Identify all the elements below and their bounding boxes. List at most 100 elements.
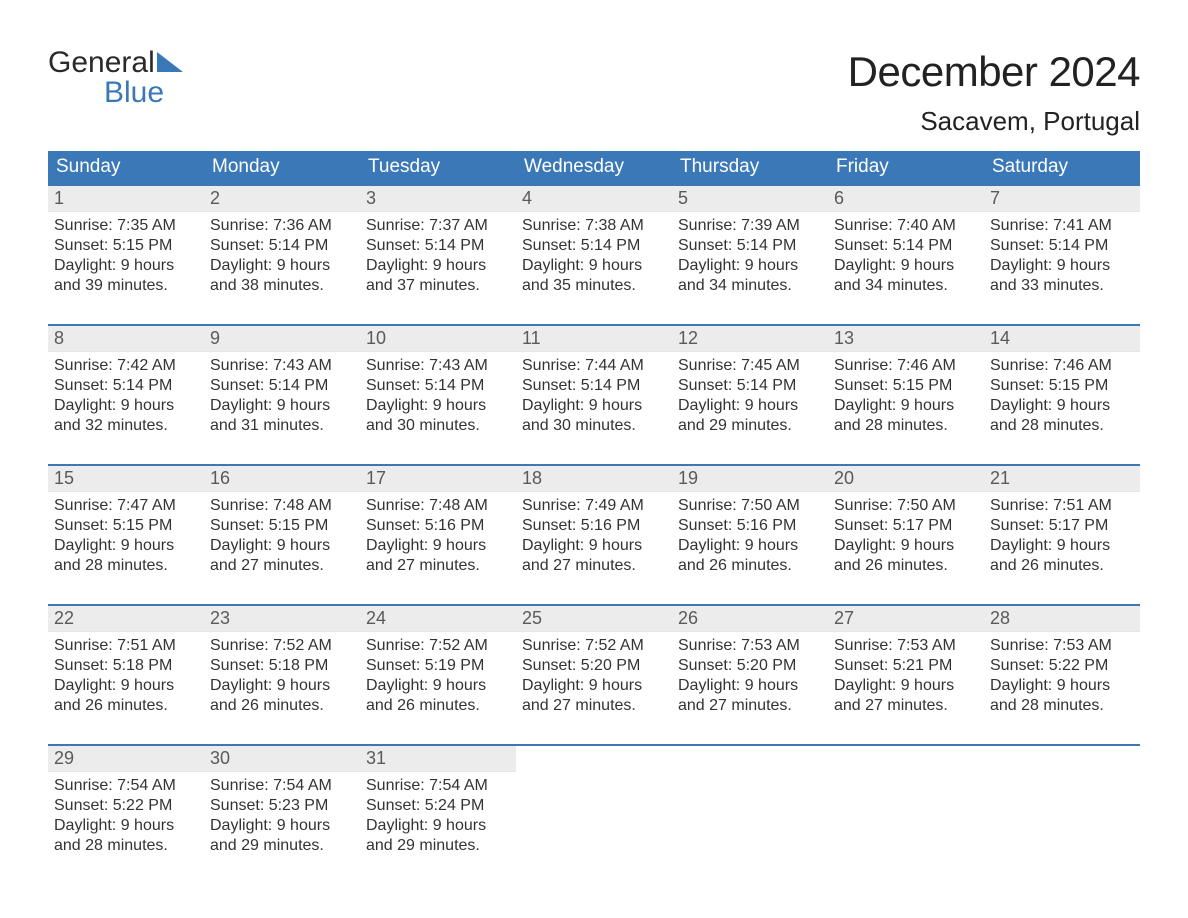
day-number: 3 [360, 186, 516, 212]
day-daylight1: Daylight: 9 hours [210, 536, 354, 556]
day-daylight1: Daylight: 9 hours [210, 396, 354, 416]
day-sunset: Sunset: 5:16 PM [366, 516, 510, 536]
day-number: 26 [672, 606, 828, 632]
day-sunrise: Sunrise: 7:51 AM [990, 496, 1134, 516]
day-sunset: Sunset: 5:14 PM [834, 236, 978, 256]
day-sunrise: Sunrise: 7:52 AM [210, 636, 354, 656]
day-cell [984, 746, 1140, 862]
day-cell: 31Sunrise: 7:54 AMSunset: 5:24 PMDayligh… [360, 746, 516, 862]
day-daylight1: Daylight: 9 hours [678, 396, 822, 416]
weekday-wednesday: Wednesday [516, 151, 672, 184]
day-cell: 9Sunrise: 7:43 AMSunset: 5:14 PMDaylight… [204, 326, 360, 442]
day-sunset: Sunset: 5:14 PM [522, 376, 666, 396]
day-daylight2: and 27 minutes. [834, 696, 978, 716]
day-number: 14 [984, 326, 1140, 352]
day-sunset: Sunset: 5:16 PM [522, 516, 666, 536]
day-sunrise: Sunrise: 7:51 AM [54, 636, 198, 656]
day-number: 19 [672, 466, 828, 492]
day-sunrise: Sunrise: 7:52 AM [522, 636, 666, 656]
logo-word-1: General [48, 48, 155, 78]
day-sunset: Sunset: 5:15 PM [834, 376, 978, 396]
day-body: Sunrise: 7:52 AMSunset: 5:19 PMDaylight:… [360, 632, 516, 722]
day-sunrise: Sunrise: 7:53 AM [990, 636, 1134, 656]
day-number: 9 [204, 326, 360, 352]
day-cell: 11Sunrise: 7:44 AMSunset: 5:14 PMDayligh… [516, 326, 672, 442]
day-number: 16 [204, 466, 360, 492]
day-sunset: Sunset: 5:14 PM [366, 376, 510, 396]
day-number: 4 [516, 186, 672, 212]
day-sunset: Sunset: 5:14 PM [522, 236, 666, 256]
day-sunset: Sunset: 5:15 PM [990, 376, 1134, 396]
day-daylight1: Daylight: 9 hours [990, 256, 1134, 276]
day-daylight1: Daylight: 9 hours [54, 676, 198, 696]
day-daylight1: Daylight: 9 hours [54, 536, 198, 556]
day-body: Sunrise: 7:40 AMSunset: 5:14 PMDaylight:… [828, 212, 984, 302]
day-cell: 26Sunrise: 7:53 AMSunset: 5:20 PMDayligh… [672, 606, 828, 722]
weekday-friday: Friday [828, 151, 984, 184]
day-cell: 12Sunrise: 7:45 AMSunset: 5:14 PMDayligh… [672, 326, 828, 442]
day-cell: 4Sunrise: 7:38 AMSunset: 5:14 PMDaylight… [516, 186, 672, 302]
day-number: 2 [204, 186, 360, 212]
day-body: Sunrise: 7:45 AMSunset: 5:14 PMDaylight:… [672, 352, 828, 442]
day-sunrise: Sunrise: 7:48 AM [366, 496, 510, 516]
day-number: 28 [984, 606, 1140, 632]
day-daylight2: and 29 minutes. [210, 836, 354, 856]
day-sunrise: Sunrise: 7:50 AM [834, 496, 978, 516]
day-daylight2: and 26 minutes. [366, 696, 510, 716]
day-body: Sunrise: 7:53 AMSunset: 5:20 PMDaylight:… [672, 632, 828, 722]
day-body: Sunrise: 7:48 AMSunset: 5:16 PMDaylight:… [360, 492, 516, 582]
day-number: 30 [204, 746, 360, 772]
location-label: Sacavem, Portugal [848, 106, 1140, 137]
day-daylight2: and 29 minutes. [366, 836, 510, 856]
day-daylight1: Daylight: 9 hours [522, 536, 666, 556]
day-daylight2: and 39 minutes. [54, 276, 198, 296]
day-daylight1: Daylight: 9 hours [210, 816, 354, 836]
weekday-monday: Monday [204, 151, 360, 184]
day-body: Sunrise: 7:52 AMSunset: 5:20 PMDaylight:… [516, 632, 672, 722]
day-body: Sunrise: 7:52 AMSunset: 5:18 PMDaylight:… [204, 632, 360, 722]
day-cell: 5Sunrise: 7:39 AMSunset: 5:14 PMDaylight… [672, 186, 828, 302]
month-title: December 2024 [848, 48, 1140, 96]
day-cell [828, 746, 984, 862]
day-sunrise: Sunrise: 7:44 AM [522, 356, 666, 376]
day-cell: 14Sunrise: 7:46 AMSunset: 5:15 PMDayligh… [984, 326, 1140, 442]
day-daylight2: and 38 minutes. [210, 276, 354, 296]
day-daylight1: Daylight: 9 hours [54, 256, 198, 276]
day-number: 11 [516, 326, 672, 352]
day-daylight2: and 37 minutes. [366, 276, 510, 296]
day-sunset: Sunset: 5:22 PM [990, 656, 1134, 676]
day-cell: 29Sunrise: 7:54 AMSunset: 5:22 PMDayligh… [48, 746, 204, 862]
day-body: Sunrise: 7:53 AMSunset: 5:22 PMDaylight:… [984, 632, 1140, 722]
day-sunset: Sunset: 5:18 PM [54, 656, 198, 676]
calendar: Sunday Monday Tuesday Wednesday Thursday… [48, 151, 1140, 862]
day-number: 5 [672, 186, 828, 212]
day-sunrise: Sunrise: 7:43 AM [366, 356, 510, 376]
day-cell: 19Sunrise: 7:50 AMSunset: 5:16 PMDayligh… [672, 466, 828, 582]
day-daylight2: and 28 minutes. [990, 416, 1134, 436]
day-daylight1: Daylight: 9 hours [54, 816, 198, 836]
day-daylight2: and 27 minutes. [210, 556, 354, 576]
day-body: Sunrise: 7:44 AMSunset: 5:14 PMDaylight:… [516, 352, 672, 442]
day-cell: 6Sunrise: 7:40 AMSunset: 5:14 PMDaylight… [828, 186, 984, 302]
day-body: Sunrise: 7:54 AMSunset: 5:22 PMDaylight:… [48, 772, 204, 862]
day-daylight2: and 28 minutes. [54, 836, 198, 856]
day-sunrise: Sunrise: 7:37 AM [366, 216, 510, 236]
day-daylight1: Daylight: 9 hours [990, 676, 1134, 696]
day-sunset: Sunset: 5:14 PM [210, 236, 354, 256]
day-sunset: Sunset: 5:24 PM [366, 796, 510, 816]
day-sunset: Sunset: 5:18 PM [210, 656, 354, 676]
day-sunset: Sunset: 5:14 PM [210, 376, 354, 396]
day-body: Sunrise: 7:43 AMSunset: 5:14 PMDaylight:… [204, 352, 360, 442]
day-sunrise: Sunrise: 7:38 AM [522, 216, 666, 236]
day-number: 23 [204, 606, 360, 632]
day-daylight1: Daylight: 9 hours [366, 396, 510, 416]
day-body: Sunrise: 7:36 AMSunset: 5:14 PMDaylight:… [204, 212, 360, 302]
day-number: 12 [672, 326, 828, 352]
day-sunrise: Sunrise: 7:40 AM [834, 216, 978, 236]
day-body: Sunrise: 7:35 AMSunset: 5:15 PMDaylight:… [48, 212, 204, 302]
day-daylight2: and 30 minutes. [366, 416, 510, 436]
day-body: Sunrise: 7:48 AMSunset: 5:15 PMDaylight:… [204, 492, 360, 582]
day-sunrise: Sunrise: 7:39 AM [678, 216, 822, 236]
weekday-header-row: Sunday Monday Tuesday Wednesday Thursday… [48, 151, 1140, 184]
day-sunrise: Sunrise: 7:45 AM [678, 356, 822, 376]
